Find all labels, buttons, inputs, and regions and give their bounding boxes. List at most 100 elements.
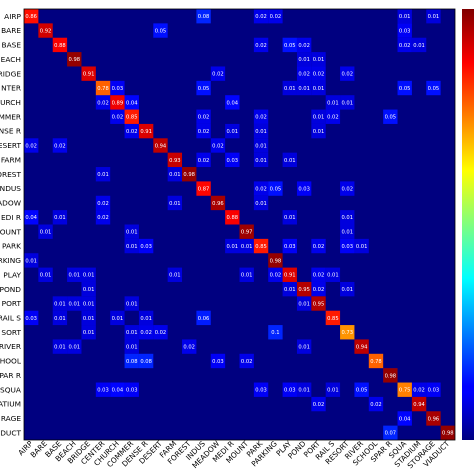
diagonal-cell-label: 0.98: [442, 431, 454, 437]
diagonal-cell: [24, 9, 39, 24]
row-label: RIDGE: [0, 69, 21, 78]
off-diagonal-cell-label: 0.01: [227, 129, 239, 135]
off-diagonal-cell-label: 0.01: [413, 43, 425, 49]
row-label: BARE: [1, 26, 21, 35]
off-diagonal-cell-label: 0.02: [97, 215, 109, 221]
diagonal-cell: [426, 411, 441, 426]
diagonal-cell: [325, 310, 341, 326]
off-diagonal-cell: [383, 109, 398, 124]
row-label: SORT: [1, 328, 21, 337]
row-label: OREST: [0, 170, 21, 179]
diagonal-cell-label: 0.94: [356, 345, 368, 351]
row-label: NSE R: [0, 127, 21, 136]
off-diagonal-cell-label: 0.02: [255, 43, 267, 49]
diagonal-cell: [124, 109, 139, 124]
off-diagonal-cell-label: 0.02: [97, 201, 109, 207]
diagonal-cell-label: 0.97: [241, 230, 253, 236]
off-diagonal-cell: [340, 95, 355, 110]
off-diagonal-cell: [95, 95, 111, 110]
off-diagonal-cell: [397, 37, 412, 53]
off-diagonal-cell: [325, 382, 341, 397]
row-label: NTER: [1, 84, 21, 93]
off-diagonal-cell-label: 0.02: [270, 14, 282, 20]
off-diagonal-cell: [268, 325, 283, 340]
off-diagonal-cell: [340, 281, 355, 297]
off-diagonal-cell: [95, 167, 111, 182]
off-diagonal-cell: [210, 138, 226, 153]
off-diagonal-cell: [81, 296, 96, 311]
off-diagonal-cell-label: 0.01: [298, 345, 310, 351]
off-diagonal-cell: [38, 267, 53, 282]
off-diagonal-cell: [225, 123, 240, 139]
off-diagonal-cell: [253, 123, 269, 139]
diagonal-cell-label: 0.96: [212, 201, 224, 207]
off-diagonal-cell-label: 0.03: [140, 244, 152, 250]
diagonal-cell: [153, 138, 168, 153]
off-diagonal-cell-label: 0.02: [298, 72, 310, 78]
off-diagonal-cell: [110, 80, 125, 96]
off-diagonal-cell-label: 0.05: [270, 186, 282, 192]
off-diagonal-cell-label: 0.01: [227, 244, 239, 250]
diagonal-cell-label: 0.85: [255, 244, 267, 250]
off-diagonal-cell: [81, 281, 96, 297]
off-diagonal-cell: [354, 382, 369, 397]
off-diagonal-cell-label: 0.01: [40, 273, 52, 279]
off-diagonal-cell: [24, 310, 39, 326]
off-diagonal-cell: [124, 339, 139, 354]
off-diagonal-cell-label: 0.02: [126, 129, 138, 135]
off-diagonal-cell: [426, 382, 441, 397]
off-diagonal-cell-label: 0.02: [341, 186, 353, 192]
diagonal-cell-label: 0.94: [413, 402, 425, 408]
row-label: RIVER: [0, 342, 21, 351]
diagonal-cell: [411, 396, 427, 412]
off-diagonal-cell: [282, 238, 297, 254]
off-diagonal-cell-label: 0.02: [198, 158, 210, 164]
diagonal-cell: [239, 224, 254, 239]
off-diagonal-cell-label: 0.01: [327, 273, 339, 279]
off-diagonal-cell: [167, 267, 183, 282]
off-diagonal-cell-label: 0.01: [341, 215, 353, 221]
matrix-cells: 0.08 0.02 0.02 0.01 0.010.05 0.030.02 0.05 0.02…: [24, 9, 455, 440]
off-diagonal-cell-label: 0.02: [25, 143, 37, 149]
off-diagonal-cell-label: 0.01: [241, 244, 253, 250]
diagonal-cell-label: 0.78: [97, 86, 109, 92]
off-diagonal-cell: [52, 296, 68, 311]
off-diagonal-cell: [397, 411, 412, 426]
off-diagonal-cell: [124, 325, 139, 340]
off-diagonal-cell: [311, 80, 326, 96]
off-diagonal-cell-label: 0.08: [198, 14, 210, 20]
off-diagonal-cell-label: 0.03: [25, 316, 37, 322]
diagonal-cell: [196, 181, 211, 196]
off-diagonal-cell-label: 0.04: [227, 100, 239, 106]
off-diagonal-cell: [340, 66, 355, 81]
off-diagonal-cell-label: 0.02: [399, 43, 411, 49]
diagonal-cell-label: 0.78: [370, 359, 382, 365]
diagonal-cell: [67, 52, 82, 67]
off-diagonal-cell-label: 0.01: [54, 301, 66, 307]
row-label: EACH: [1, 55, 21, 64]
off-diagonal-cell: [239, 238, 254, 254]
off-diagonal-cell-label: 0.01: [341, 100, 353, 106]
off-diagonal-cell: [397, 80, 412, 96]
diagonal-cell-label: 0.87: [198, 186, 210, 192]
off-diagonal-cell-label: 0.03: [212, 359, 224, 365]
row-label: PORT: [2, 299, 22, 308]
diagonal-cell-label: 0.75: [399, 388, 411, 394]
off-diagonal-cell: [95, 195, 111, 211]
off-diagonal-cell-label: 0.01: [313, 115, 325, 121]
off-diagonal-cell-label: 0.01: [284, 215, 296, 221]
off-diagonal-cell-label: 0.05: [155, 28, 167, 34]
diagonal-cell-label: 0.98: [183, 172, 195, 178]
off-diagonal-cell-label: 0.02: [370, 402, 382, 408]
off-diagonal-cell-label: 0.01: [255, 129, 267, 135]
off-diagonal-cell-label: 0.02: [313, 402, 325, 408]
off-diagonal-cell: [296, 52, 312, 67]
off-diagonal-cell: [311, 123, 326, 139]
off-diagonal-cell-label: 0.05: [385, 115, 397, 121]
diagonal-cell-label: 0.89: [112, 100, 124, 106]
off-diagonal-cell: [311, 66, 326, 81]
off-diagonal-cell-label: 0.01: [284, 287, 296, 293]
off-diagonal-cell: [124, 238, 139, 254]
row-label: PLAY: [3, 270, 21, 279]
row-label: RAIL S: [0, 313, 21, 322]
